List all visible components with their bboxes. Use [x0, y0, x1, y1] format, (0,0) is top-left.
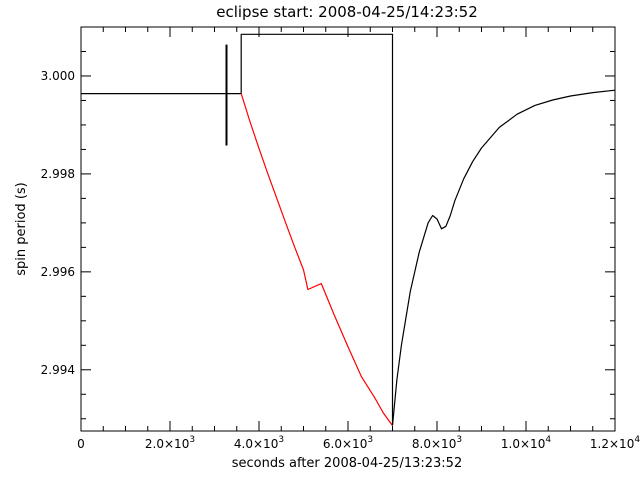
- y-tick-label: 2.996: [41, 265, 75, 279]
- x-tick-exponent: 3: [189, 435, 195, 445]
- data-series: [81, 33, 616, 426]
- x-tick-label: 6.0×103: [323, 435, 373, 451]
- x-axis-ticks: 0 2.0×103 4.0×103 6.0×103 8.0×103 1.0×104 1.2×…: [77, 27, 640, 451]
- x-tick-exponent: 3: [367, 435, 373, 445]
- x-tick-label: 1.2×104: [590, 435, 640, 451]
- y-tick-label: 2.994: [41, 363, 75, 377]
- x-tick-exponent: 4: [634, 435, 640, 445]
- y-axis-label: spin period (s): [14, 182, 29, 275]
- x-axis-label: seconds after 2008-04-25/13:23:52: [232, 456, 462, 471]
- x-tick-exponent: 4: [545, 435, 551, 445]
- y-tick-label: 3.000: [41, 69, 75, 83]
- x-tick-exponent: 3: [278, 435, 284, 445]
- y-axis-ticks: 2.994 2.996 2.998 3.000: [41, 26, 615, 420]
- x-tick-label: 0: [77, 437, 85, 451]
- x-tick-label: 8.0×103: [412, 435, 462, 451]
- x-tick-label: 2.0×103: [145, 435, 195, 451]
- series-line-4: [391, 89, 616, 426]
- x-tick-exponent: 3: [456, 435, 462, 445]
- series-line-3: [240, 93, 393, 426]
- plot-frame: [80, 26, 616, 432]
- y-tick-label: 2.998: [41, 167, 75, 181]
- x-tick-label: 1.0×104: [501, 435, 551, 451]
- series-line-2: [240, 33, 394, 425]
- x-tick-label: 4.0×103: [234, 435, 284, 451]
- chart-title: eclipse start: 2008-04-25/14:23:52: [216, 3, 478, 21]
